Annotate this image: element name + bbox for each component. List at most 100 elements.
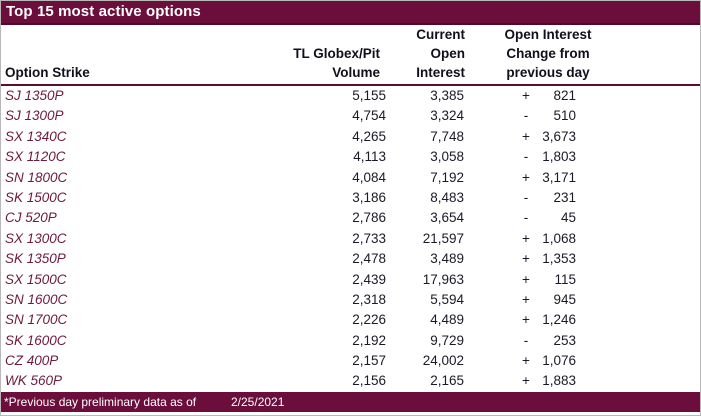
volume-cell: 2,733 (352, 230, 386, 246)
change-sign: + (522, 169, 530, 185)
option-strike-cell: SX 1500C (5, 271, 67, 287)
oi-change-cell: + 1,883 (468, 371, 628, 391)
volume-cell: 2,226 (352, 312, 386, 328)
oi-change-cell: + 1,076 (468, 351, 628, 371)
volume-cell: 4,113 (353, 149, 386, 165)
change-value: 1,076 (542, 353, 576, 369)
open-interest-cell: 21,597 (422, 230, 464, 246)
row-spacer (628, 208, 700, 228)
row-spacer (628, 310, 700, 330)
open-interest-cell: 7,748 (430, 128, 464, 144)
option-strike-cell: SN 1800C (5, 169, 68, 185)
option-strike-cell: SJ 1350P (5, 88, 64, 103)
option-strike-cell: SJ 1300P (5, 108, 64, 124)
change-value: 821 (553, 88, 576, 103)
table-row: SJ 1350P 5,155 3,385 + 821 (1, 86, 700, 106)
change-sign: + (522, 251, 530, 267)
row-spacer (628, 270, 700, 290)
report-title: Top 15 most active options (6, 3, 201, 20)
volume-cell: 2,156 (352, 373, 386, 389)
volume-cell: 2,439 (352, 271, 386, 287)
option-strike-cell: SX 1300C (5, 230, 67, 246)
volume-cell: 2,157 (352, 353, 386, 369)
option-strike-cell: SN 1600C (5, 291, 68, 307)
change-sign: + (522, 271, 530, 287)
option-strike-cell: SK 1600C (5, 332, 67, 348)
change-value: 115 (554, 271, 576, 287)
table-row: SN 1800C 4,084 7,192 + 3,171 (1, 168, 700, 188)
option-strike-cell: SN 1700C (5, 312, 68, 328)
table-row: SK 1500C 3,186 8,483 - 231 (1, 188, 700, 208)
change-value: 1,068 (542, 230, 576, 246)
change-sign: - (523, 332, 529, 348)
footer-date: 2/25/2021 (231, 395, 285, 409)
change-sign: - (523, 189, 529, 205)
change-sign: - (523, 149, 529, 165)
volume-cell: 2,318 (352, 291, 386, 307)
table-row: SX 1120C 4,113 3,058 - 1,803 (1, 147, 700, 167)
table-row: CJ 520P 2,786 3,654 - 45 (1, 208, 700, 228)
change-value: 510 (553, 108, 576, 124)
row-spacer (628, 168, 700, 188)
row-spacer (628, 371, 700, 391)
row-spacer (628, 147, 700, 167)
volume-cell: 5,155 (352, 88, 386, 103)
open-interest-cell: 3,489 (430, 251, 464, 267)
table-row: SN 1600C 2,318 5,594 + 945 (1, 290, 700, 310)
change-value: 945 (553, 291, 576, 307)
volume-cell: 2,192 (352, 332, 386, 348)
open-interest-cell: 8,483 (430, 189, 464, 205)
table-row: SX 1500C 2,439 17,963 + 115 (1, 270, 700, 290)
volume-cell: 2,478 (352, 251, 386, 267)
column-header-volume: TL Globex/Pit Volume (293, 46, 380, 80)
oi-change-cell: + 821 (468, 86, 628, 106)
volume-cell: 4,265 (352, 128, 386, 144)
column-header-option-strike: Option Strike (5, 65, 90, 80)
open-interest-cell: 17,963 (422, 271, 464, 287)
volume-cell: 4,084 (352, 169, 386, 185)
report-title-bar: Top 15 most active options (1, 1, 700, 25)
oi-change-cell: + 115 (468, 270, 628, 290)
change-sign: + (522, 230, 530, 246)
change-value: 3,171 (542, 169, 576, 185)
oi-change-cell: + 1,068 (468, 229, 628, 249)
change-value: 231 (553, 189, 576, 205)
row-spacer (628, 229, 700, 249)
oi-change-cell: + 3,171 (468, 168, 628, 188)
open-interest-cell: 2,165 (430, 373, 464, 389)
oi-change-cell: - 45 (468, 208, 628, 228)
table-row: SK 1600C 2,192 9,729 - 253 (1, 331, 700, 351)
oi-change-cell: + 945 (468, 290, 628, 310)
option-strike-cell: SX 1340C (5, 128, 67, 144)
table-header: Option Strike TL Globex/Pit Volume Curre… (1, 25, 700, 86)
footer-note: *Previous day preliminary data as of (4, 395, 197, 409)
column-header-oi-change: Open Interest Change from previous day (504, 27, 592, 80)
oi-change-cell: - 1,803 (468, 147, 628, 167)
change-sign: + (522, 291, 530, 307)
option-strike-cell: CJ 520P (5, 210, 57, 226)
open-interest-cell: 9,729 (430, 332, 464, 348)
change-sign: + (522, 88, 530, 103)
option-strike-cell: SK 1500C (5, 189, 67, 205)
change-sign: + (522, 353, 530, 369)
open-interest-cell: 3,654 (430, 210, 464, 226)
option-strike-cell: SK 1350P (5, 251, 66, 267)
table-row: SN 1700C 2,226 4,489 + 1,246 (1, 310, 700, 330)
open-interest-cell: 24,002 (422, 353, 464, 369)
change-value: 45 (560, 210, 576, 226)
open-interest-cell: 7,192 (430, 169, 464, 185)
oi-change-cell: - 231 (468, 188, 628, 208)
footer-bar: *Previous day preliminary data as of 2/2… (1, 392, 700, 412)
change-sign: + (522, 312, 530, 328)
column-header-spacer (628, 25, 700, 84)
oi-change-cell: - 510 (468, 106, 628, 126)
change-sign: - (523, 210, 529, 226)
row-spacer (628, 127, 700, 147)
row-spacer (628, 188, 700, 208)
change-value: 1,883 (542, 373, 576, 389)
open-interest-cell: 5,594 (430, 291, 464, 307)
table-row: SX 1300C 2,733 21,597 + 1,068 (1, 229, 700, 249)
change-sign: + (522, 128, 530, 144)
table-row: WK 560P 2,156 2,165 + 1,883 (1, 371, 700, 391)
